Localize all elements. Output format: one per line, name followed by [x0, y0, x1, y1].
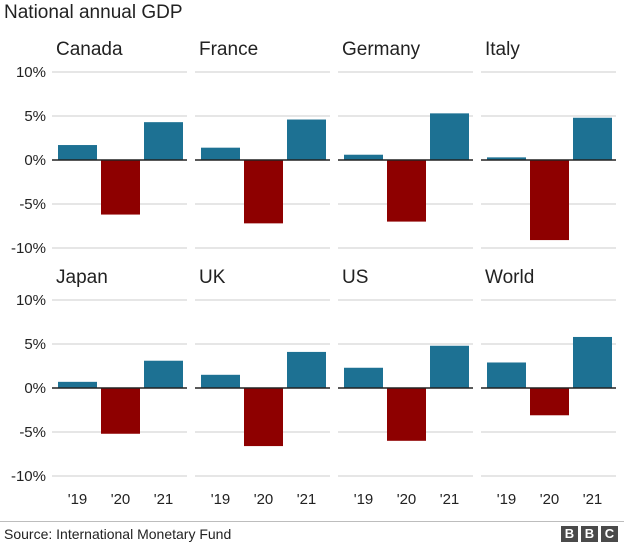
- bar: [387, 388, 426, 441]
- bar: [430, 345, 469, 388]
- x-tick-label: '19: [68, 491, 88, 508]
- bar: [58, 145, 97, 160]
- y-tick-label: -10%: [11, 468, 46, 485]
- y-tick-label: 0%: [24, 152, 46, 169]
- footer-divider: [0, 521, 624, 522]
- bar: [287, 119, 326, 160]
- panel-title: France: [199, 39, 258, 60]
- bar: [101, 388, 140, 434]
- bar: [344, 367, 383, 388]
- bar: [573, 117, 612, 160]
- bar: [244, 160, 283, 224]
- bar: [244, 388, 283, 447]
- bar: [387, 160, 426, 222]
- x-tick-label: '20: [111, 491, 131, 508]
- bar: [344, 154, 383, 160]
- bar: [201, 374, 240, 388]
- y-tick-label: 5%: [24, 336, 46, 353]
- x-tick-label: '20: [540, 491, 560, 508]
- panel-title: Germany: [342, 39, 421, 60]
- y-tick-label: -5%: [19, 424, 46, 441]
- bar: [144, 360, 183, 388]
- y-tick-label: -5%: [19, 196, 46, 213]
- bar: [144, 122, 183, 160]
- bar: [287, 351, 326, 388]
- logo-letter: B: [561, 526, 578, 542]
- source-note: Source: International Monetary Fund: [4, 526, 232, 542]
- y-tick-label: 10%: [16, 64, 46, 81]
- bar: [530, 160, 569, 241]
- logo-letter: C: [601, 526, 618, 542]
- panel-title: Canada: [56, 39, 123, 60]
- x-tick-label: '21: [297, 491, 317, 508]
- x-tick-label: '21: [154, 491, 174, 508]
- panel-title: Japan: [56, 267, 108, 288]
- y-tick-label: 10%: [16, 292, 46, 309]
- x-tick-label: '21: [583, 491, 603, 508]
- panel-title: UK: [199, 267, 226, 288]
- panel-title: US: [342, 267, 368, 288]
- small-multiples-chart: -10% -5% 0% 5% 10% -10% -5% 0% 5% 10% Canada France…: [11, 39, 616, 508]
- panel-title: Italy: [485, 39, 520, 60]
- bbc-logo: B B C: [561, 526, 618, 542]
- bar: [530, 388, 569, 416]
- panel-title: World: [485, 267, 534, 288]
- bar: [487, 157, 526, 160]
- chart-title: National annual GDP: [4, 2, 183, 23]
- bar: [201, 147, 240, 160]
- logo-letter: B: [581, 526, 598, 542]
- x-tick-label: '21: [440, 491, 460, 508]
- bar: [487, 362, 526, 388]
- bar: [101, 160, 140, 215]
- y-tick-label: 5%: [24, 108, 46, 125]
- x-tick-label: '20: [254, 491, 274, 508]
- bar: [573, 336, 612, 388]
- x-tick-label: '19: [211, 491, 231, 508]
- x-tick-label: '19: [354, 491, 374, 508]
- x-tick-label: '20: [397, 491, 417, 508]
- x-tick-label: '19: [497, 491, 517, 508]
- y-tick-label: -10%: [11, 240, 46, 257]
- bar: [58, 381, 97, 388]
- y-tick-label: 0%: [24, 380, 46, 397]
- bar: [430, 113, 469, 160]
